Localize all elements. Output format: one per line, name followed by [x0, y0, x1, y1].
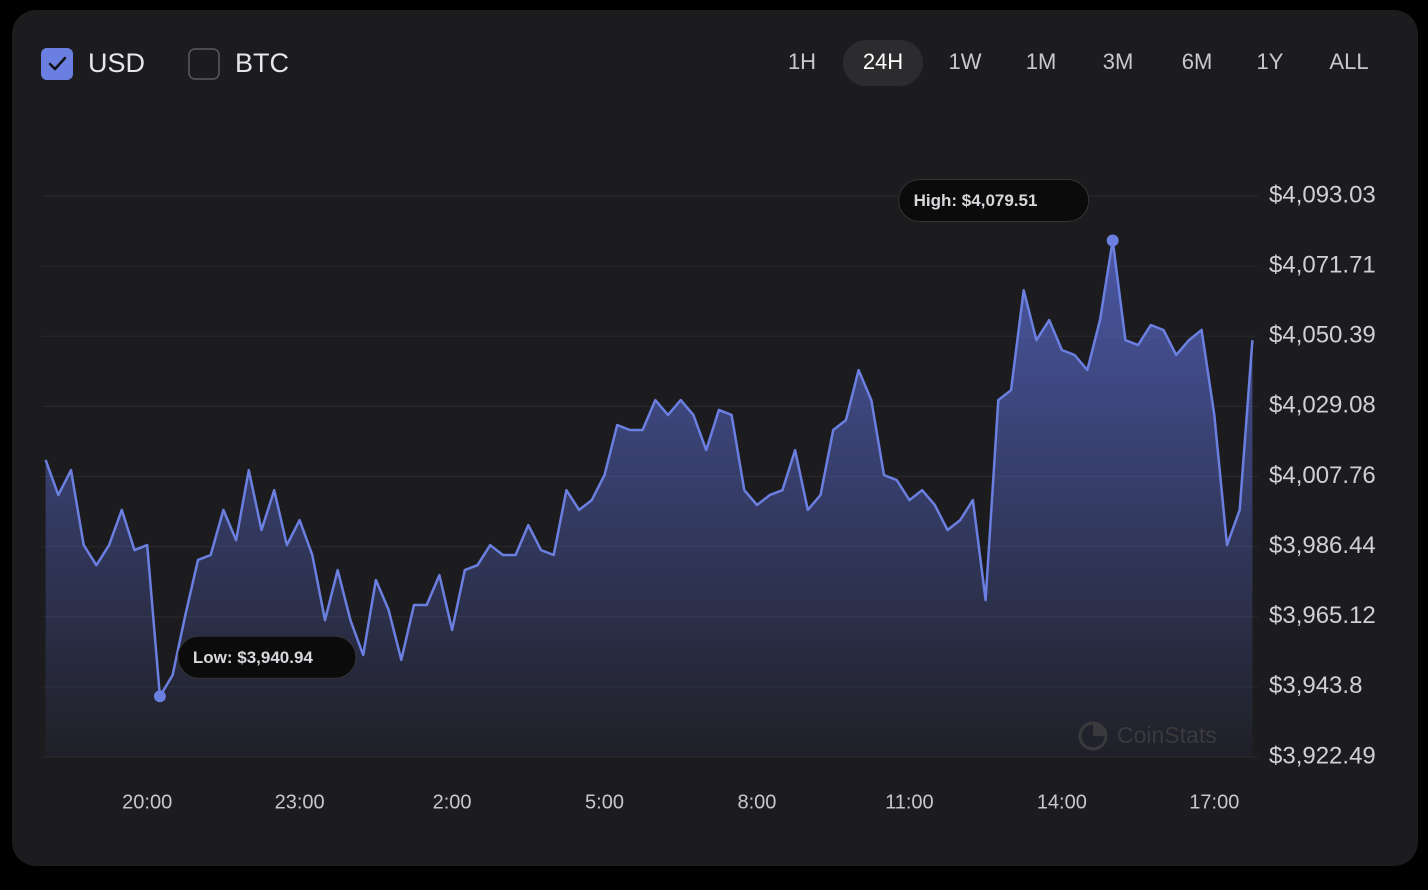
range-button[interactable]: 6M	[1182, 49, 1213, 74]
range-button[interactable]: 1W	[949, 49, 982, 74]
x-tick-label: 11:00	[885, 791, 934, 813]
range-button[interactable]: 3M	[1103, 49, 1134, 74]
y-tick-label: $3,965.12	[1269, 602, 1376, 629]
x-tick-label: 14:00	[1037, 791, 1087, 813]
range-selected-bg	[843, 40, 923, 86]
watermark: CoinStats	[1078, 721, 1217, 751]
range-button[interactable]: 24H	[863, 49, 903, 74]
x-tick-label: 20:00	[122, 791, 172, 813]
x-tick-label: 2:00	[433, 791, 472, 813]
x-tick-label: 23:00	[275, 791, 325, 813]
high-label: High: $4,079.51	[914, 191, 1038, 210]
low-tooltip	[177, 635, 357, 679]
x-tick-label: 8:00	[737, 791, 776, 813]
y-tick-label: $4,029.08	[1269, 392, 1376, 419]
y-tick-label: $4,093.03	[1269, 181, 1376, 208]
watermark-text: CoinStats	[1117, 722, 1217, 748]
x-tick-label: 5:00	[585, 791, 624, 813]
low-marker	[153, 690, 166, 703]
low-label: Low: $3,940.94	[193, 648, 314, 667]
high-tooltip	[898, 178, 1090, 222]
watermark-icon	[1093, 723, 1106, 736]
y-tick-label: $3,922.49	[1269, 742, 1376, 769]
checkbox[interactable]	[188, 48, 220, 80]
area	[45, 240, 1253, 757]
y-tick-label: $4,050.39	[1269, 322, 1376, 349]
currency-label: BTC	[235, 48, 289, 78]
currency-label: USD	[88, 48, 145, 78]
y-tick-label: $3,943.8	[1269, 672, 1362, 699]
range-button[interactable]: 1M	[1026, 49, 1057, 74]
checkmark	[48, 56, 67, 71]
y-tick-label: $4,007.76	[1269, 462, 1376, 489]
range-button[interactable]: 1Y	[1257, 49, 1284, 74]
range-button[interactable]: ALL	[1329, 49, 1368, 74]
currency-toggle[interactable]: USD	[41, 48, 145, 80]
currency-toggle[interactable]: BTC	[188, 48, 289, 80]
line	[44, 239, 1254, 698]
y-tick-label: $3,986.44	[1269, 532, 1376, 559]
high-marker	[1106, 234, 1119, 247]
y-tick-label: $4,071.71	[1269, 251, 1376, 278]
x-tick-label: 17:00	[1189, 791, 1239, 813]
range-button[interactable]: 1H	[788, 49, 816, 74]
checkbox[interactable]	[41, 48, 73, 80]
